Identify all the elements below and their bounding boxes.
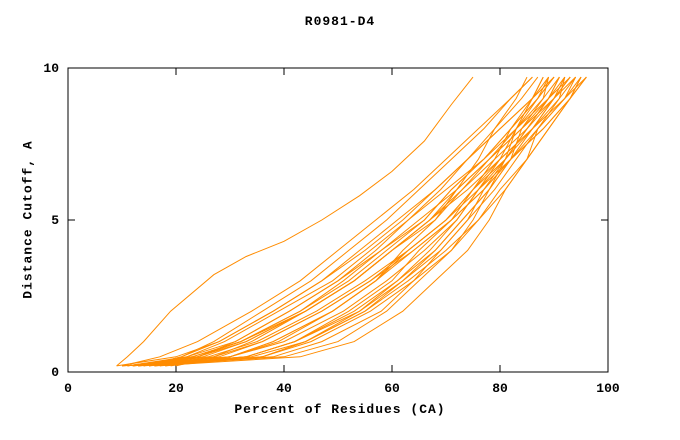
- curve: [138, 76, 587, 367]
- x-tick-label: 0: [64, 381, 72, 396]
- curve: [143, 76, 582, 367]
- curve: [121, 76, 560, 367]
- curve: [148, 76, 571, 367]
- curve: [127, 76, 555, 367]
- curve: [116, 76, 549, 367]
- x-tick-label: 80: [492, 381, 508, 396]
- curve: [159, 76, 576, 367]
- curve: [127, 76, 539, 367]
- curve: [121, 76, 533, 367]
- x-axis-label: Percent of Residues (CA): [234, 402, 446, 417]
- curve: [165, 76, 550, 367]
- y-tick-label: 0: [51, 365, 59, 380]
- curve: [170, 76, 571, 367]
- x-tick-label: 40: [276, 381, 292, 396]
- curve: [143, 76, 533, 367]
- x-tick-label: 20: [168, 381, 184, 396]
- x-tick-label: 60: [384, 381, 400, 396]
- curve: [138, 76, 550, 367]
- x-tick-label: 100: [596, 381, 620, 396]
- curve: [148, 76, 544, 367]
- chart-title: R0981-D4: [304, 14, 376, 29]
- curve: [154, 76, 582, 367]
- curve: [116, 76, 474, 367]
- y-tick-label: 10: [43, 61, 59, 76]
- curve: [154, 76, 576, 367]
- curve: [154, 76, 566, 367]
- y-tick-label: 5: [51, 213, 59, 228]
- curve: [138, 76, 560, 367]
- curve: [132, 76, 528, 367]
